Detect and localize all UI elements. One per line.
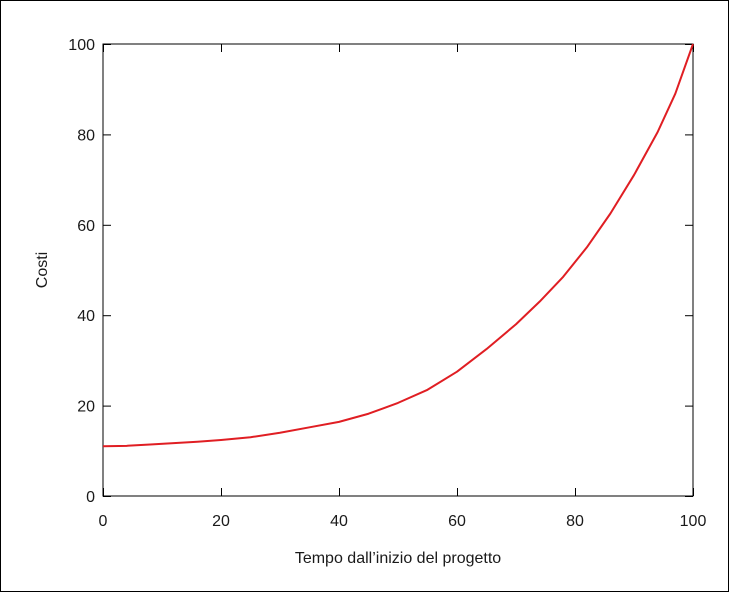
y-axis-label: Costi	[34, 252, 51, 288]
y-tick-label: 100	[68, 37, 95, 54]
x-tick-label: 80	[566, 513, 584, 530]
y-tick-label: 40	[77, 308, 95, 325]
tick-labels: 0 20 40 60 80 100 0 20 40 60 80 100	[68, 37, 706, 530]
series-layer	[103, 44, 693, 446]
axis-ticks	[103, 44, 694, 497]
plot-area	[103, 44, 693, 496]
x-tick-label: 100	[680, 513, 707, 530]
y-tick-label: 0	[86, 489, 95, 506]
x-tick-label: 60	[448, 513, 466, 530]
y-tick-label: 80	[77, 127, 95, 144]
x-tick-label: 0	[99, 513, 108, 530]
cost-series-line	[103, 44, 693, 446]
x-axis-label: Tempo dall’inizio del progetto	[295, 550, 501, 567]
x-tick-label: 20	[212, 513, 230, 530]
y-tick-label: 20	[77, 399, 95, 416]
y-tick-label: 60	[77, 218, 95, 235]
x-tick-label: 40	[330, 513, 348, 530]
